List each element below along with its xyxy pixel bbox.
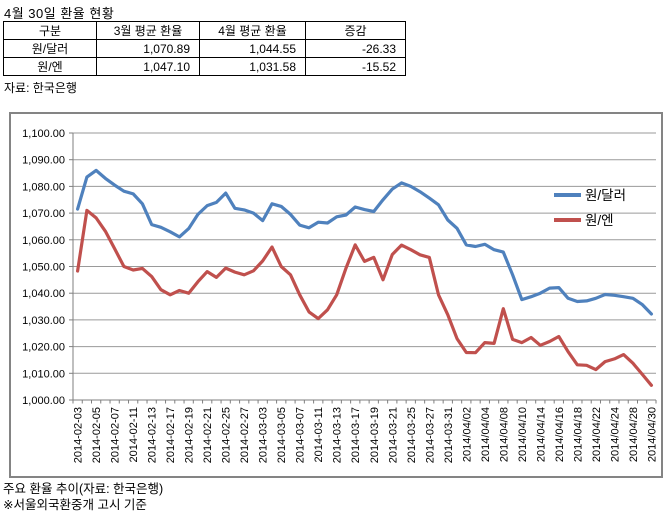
y-axis-label: 1,020.00 <box>22 342 65 354</box>
y-axis-label: 1,030.00 <box>22 315 65 327</box>
x-axis-label: 2014-03-03 <box>258 407 270 463</box>
y-axis-label: 1,060.00 <box>22 235 65 247</box>
april-avg-value: 1,044.55 <box>199 39 306 58</box>
x-axis-label: 2014-03-07 <box>295 407 307 463</box>
y-axis-label: 1,070.00 <box>22 208 65 220</box>
x-axis-label: 2014-03-17 <box>350 407 362 463</box>
x-axis-label: 2014-03-11 <box>313 407 325 462</box>
x-axis-label: 2014-03-31 <box>443 407 455 463</box>
x-axis-label: 2014-02-21 <box>202 407 214 463</box>
x-axis-label: 2014-02-03 <box>73 407 85 463</box>
x-axis-label: 2014-03-19 <box>369 407 381 463</box>
x-axis-label: 2014-03-21 <box>387 407 399 463</box>
table-source-note: 자료: 한국은행 <box>4 81 77 95</box>
x-axis-label: 2014/04/10 <box>517 407 529 462</box>
x-axis-label: 2014-02-13 <box>147 407 159 463</box>
y-axis-label: 1,040.00 <box>22 288 65 300</box>
header-april-avg: 4월 평균 환율 <box>199 21 306 40</box>
march-avg-value: 1,047.10 <box>96 57 200 76</box>
x-axis-label: 2014/04/24 <box>609 407 621 462</box>
x-axis-label: 2014/04/28 <box>628 407 640 462</box>
april-avg-value: 1,031.58 <box>199 57 306 76</box>
x-axis-label: 2014-03-05 <box>276 407 288 463</box>
x-axis-label: 2014-02-11 <box>128 407 140 462</box>
x-axis-label: 2014/04/22 <box>591 407 603 462</box>
x-axis-label: 2014-02-27 <box>239 407 251 463</box>
header-category: 구분 <box>3 21 97 40</box>
x-axis-label: 2014-03-27 <box>424 407 436 463</box>
row-label: 원/달러 <box>3 39 97 58</box>
y-axis-label: 1,100.00 <box>22 128 65 140</box>
change-value: -15.52 <box>305 57 406 76</box>
chart-area: 1,000.00 1,010.00 1,020.00 1,030.00 1,040.00… <box>9 112 663 478</box>
x-axis-label: 2014/04/16 <box>554 407 566 462</box>
row-label: 원/엔 <box>3 57 97 76</box>
header-march-avg: 3월 평균 환율 <box>96 21 200 40</box>
x-axis-label: 2014/04/18 <box>572 407 584 462</box>
jpy-krw-series-line <box>75 208 654 387</box>
y-axis-label: 1,010.00 <box>22 368 65 380</box>
x-axis-label: 2014-02-25 <box>221 407 233 463</box>
table-header-row: 구분 3월 평균 환율 4월 평균 환율 증감 <box>3 21 406 40</box>
exchange-rate-summary-table: 구분 3월 평균 환율 4월 평균 환율 증감 원/달러 1,070.89 1,04… <box>3 21 406 76</box>
x-axis-label: 2014-02-17 <box>165 407 177 463</box>
chart-footnote: ※서울외국환중개 고시 기준 <box>3 498 147 512</box>
x-axis-label: 2014/04/14 <box>535 407 547 462</box>
y-axis-label: 1,050.00 <box>22 262 65 274</box>
x-axis-label: 2014/04/02 <box>461 407 473 462</box>
change-value: -26.33 <box>305 39 406 58</box>
x-axis-label: 2014/04/08 <box>498 407 510 462</box>
table-row: 원/엔 1,047.10 1,031.58 -15.52 <box>3 57 406 76</box>
chart-caption: 주요 환율 추이(자료: 한국은행) <box>3 482 164 496</box>
legend-usd-label: 원/달러 <box>585 188 626 203</box>
x-axis-label: 2014-03-13 <box>332 407 344 463</box>
march-avg-value: 1,070.89 <box>96 39 200 58</box>
x-axis-label: 2014-02-05 <box>91 407 103 463</box>
table-row: 원/달러 1,070.89 1,044.55 -26.33 <box>3 39 406 58</box>
header-change: 증감 <box>305 21 406 40</box>
y-axis-label: 1,000.00 <box>22 395 65 407</box>
x-axis-label: 2014-03-25 <box>406 407 418 463</box>
y-axis-label: 1,090.00 <box>22 155 65 167</box>
page-title: 4월 30일 환율 현황 <box>4 6 115 21</box>
legend-jpy-label: 원/엔 <box>585 213 614 228</box>
x-axis-label: 2014/04/04 <box>480 407 492 462</box>
exchange-rate-line-chart: 1,000.00 1,010.00 1,020.00 1,030.00 1,040.00… <box>22 128 658 463</box>
x-axis-label: 2014/04/30 <box>646 407 658 462</box>
x-axis-label: 2014-02-19 <box>184 407 196 463</box>
y-axis-label: 1,080.00 <box>22 181 65 193</box>
x-axis-label: 2014-02-07 <box>110 407 122 463</box>
usd-krw-series-line <box>75 168 654 316</box>
